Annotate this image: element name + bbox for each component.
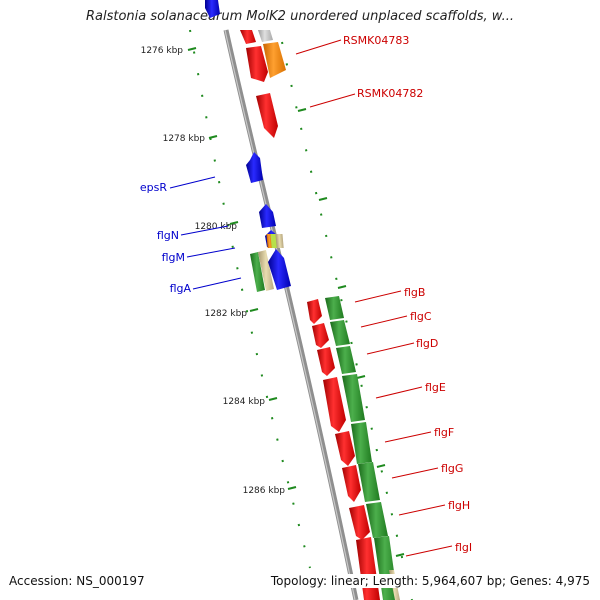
gene-arrow-flgd[interactable]: [317, 347, 335, 376]
gene-label-flgm[interactable]: flgM: [162, 251, 185, 264]
tick-label-1284: 1284 kbp: [223, 397, 266, 407]
gene-arrow-flge-green[interactable]: [342, 374, 365, 422]
gene-arrow-flgf[interactable]: [335, 431, 355, 466]
major-ticks-right: [297, 108, 405, 557]
gene-arrow-flgb-green[interactable]: [325, 296, 344, 320]
gene-label-flga[interactable]: flgA: [170, 282, 192, 295]
tick-label-1280: 1280 kbp: [195, 222, 238, 232]
gene-arrow-epsr-2[interactable]: [259, 204, 276, 228]
gene-arrow-flga-blue[interactable]: [268, 249, 291, 290]
forward-strand-genes: [240, 30, 400, 600]
leader-flga: [192, 277, 242, 290]
gene-arrow-flgg-green[interactable]: [358, 462, 380, 502]
gene-arrow-epsr[interactable]: [246, 152, 263, 183]
gene-label-flgn[interactable]: flgN: [157, 229, 179, 242]
leader-flgd: [366, 342, 415, 355]
gene-label-epsr[interactable]: epsR: [140, 181, 167, 194]
gene-label-flgh[interactable]: flgH: [448, 499, 470, 512]
reverse-labels: [169, 176, 242, 290]
tick-label-1286: 1286 kbp: [243, 486, 286, 496]
tick-1282: [249, 308, 259, 312]
leader-flgh: [398, 504, 446, 516]
leader-flgf: [384, 431, 432, 443]
gene-arrow-flgg[interactable]: [342, 465, 361, 502]
scale-track-right: [281, 41, 413, 600]
gene-arrow-rsmk04783[interactable]: [246, 46, 268, 82]
gene-arrow[interactable]: [240, 30, 256, 44]
leader-rsmk04783: [295, 39, 342, 55]
gene-label-flgb[interactable]: flgB: [404, 286, 425, 299]
gene-arrow-flgc-green[interactable]: [330, 320, 350, 346]
gene-label-flgc[interactable]: flgC: [410, 310, 432, 323]
gene-arrow-flgh-green[interactable]: [366, 502, 388, 538]
gene-arrow-flgh[interactable]: [349, 505, 370, 540]
gene-label-flge[interactable]: flgE: [425, 381, 446, 394]
major-ticks: [187, 47, 297, 490]
reverse-strand-genes: [205, 0, 291, 292]
tick-label-1282: 1282 kbp: [205, 309, 248, 319]
tick-right: [337, 285, 347, 289]
tick-1284: [268, 397, 278, 401]
map-title: Ralstonia solanacearum MolK2 unordered u…: [85, 9, 514, 24]
tick-right: [376, 464, 386, 468]
gene-label-flgf[interactable]: flgF: [434, 426, 454, 439]
tick-1276: [187, 47, 197, 51]
leader-flgn: [180, 225, 229, 236]
leader-flgb: [354, 290, 402, 303]
gene-label-flgi[interactable]: flgI: [455, 541, 472, 554]
gene-arrow-flga-green[interactable]: [250, 252, 265, 292]
gene-arrow-flge[interactable]: [323, 377, 346, 432]
tick-label-1278: 1278 kbp: [163, 134, 206, 144]
gene-arrow[interactable]: [205, 0, 220, 18]
gene-label-flgg[interactable]: flgG: [441, 462, 463, 475]
gene-arrow-rsmk04782[interactable]: [256, 93, 278, 138]
gene-arrow-rsmk04783-orange[interactable]: [263, 42, 286, 78]
tick-1278: [208, 135, 218, 139]
leader-flgg: [391, 467, 439, 479]
accession-text: Accession: NS_000197: [9, 574, 145, 588]
gene-block-flgm-3[interactable]: [275, 234, 284, 248]
leader-flge: [375, 386, 423, 399]
leader-flgm: [186, 247, 236, 258]
tick-right: [297, 108, 307, 112]
leader-flgi: [405, 545, 453, 557]
tick-1280: [229, 221, 239, 225]
gene-arrow-flga-tan[interactable]: [258, 250, 274, 291]
tick-right: [356, 375, 366, 379]
gene-arrow-flgb[interactable]: [307, 299, 322, 324]
leader-epsr: [169, 176, 216, 189]
tick-label-1276: 1276 kbp: [141, 46, 184, 56]
tick-1286: [287, 486, 297, 490]
gene-arrow-flgf-green[interactable]: [351, 422, 372, 464]
leader-rsmk04782: [309, 93, 356, 108]
leader-flgc: [360, 315, 408, 328]
gene-arrow-gray[interactable]: [258, 30, 273, 42]
gene-label-rsmk04782[interactable]: RSMK04782: [357, 87, 423, 100]
gene-label-rsmk04783[interactable]: RSMK04783: [343, 34, 409, 47]
gene-arrow-flgc[interactable]: [312, 323, 329, 348]
gene-arrow-flgd-green[interactable]: [336, 346, 356, 374]
tick-right: [318, 197, 328, 201]
tick-right: [395, 553, 405, 557]
gene-label-flgd[interactable]: flgD: [416, 337, 438, 350]
genome-summary-text: Topology: linear; Length: 5,964,607 bp; …: [267, 574, 590, 588]
forward-labels: [295, 39, 453, 557]
